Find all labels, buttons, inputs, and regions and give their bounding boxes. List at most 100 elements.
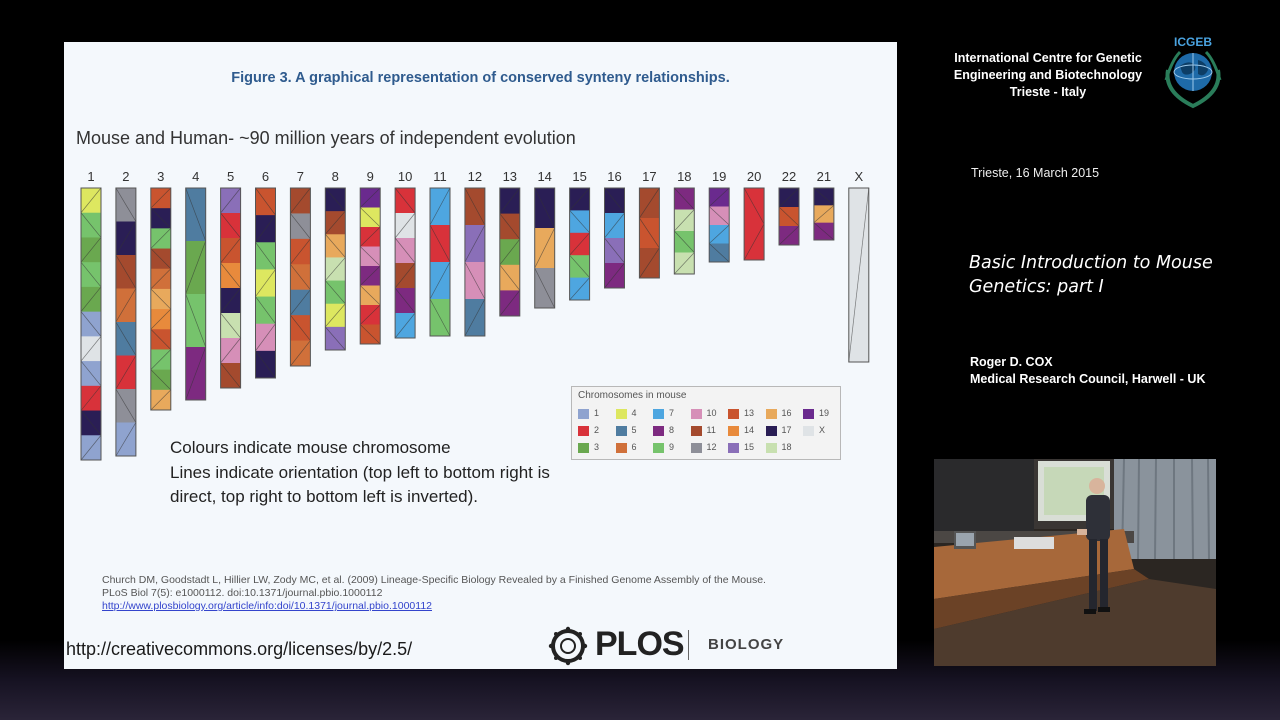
chromosome-label: 16 [607, 169, 621, 184]
legend-item: 11 [690, 424, 716, 436]
chromosome-bar [429, 187, 451, 337]
legend-item: 17 [765, 424, 792, 436]
icgeb-logo: ICGEB [1164, 35, 1222, 109]
chromosome-bar [813, 187, 835, 241]
chromosome-bar [289, 187, 311, 367]
chromosome-bar [185, 187, 207, 401]
chromosome-bar [499, 187, 521, 317]
chromosome-label: 6 [262, 169, 269, 184]
chromosome-label: X [854, 169, 863, 184]
legend-item: 14 [728, 424, 754, 436]
chromosome-bar [604, 187, 625, 289]
legend-item: 16 [765, 407, 792, 419]
legend-swatch [690, 408, 702, 419]
legend-swatch [690, 442, 702, 453]
chromosome-label: 4 [192, 169, 199, 184]
chromosome-bar [359, 187, 381, 345]
legend-swatch [803, 408, 814, 419]
legend-item: 15 [728, 441, 754, 453]
chromosome-label: 1 [87, 169, 94, 184]
logo-divider [688, 630, 689, 660]
legend-swatch [578, 425, 589, 436]
legend-swatch [615, 408, 627, 419]
chromosome-label: 9 [367, 169, 374, 184]
citation: Church DM, Goodstadt L, Hillier LW, Zody… [102, 574, 862, 613]
chromosome-label: 10 [398, 169, 412, 184]
chromosome-label: 2 [122, 169, 129, 184]
legend-item: 3 [578, 441, 599, 453]
legend-label: 8 [669, 425, 675, 435]
slide-subtitle: Mouse and Human- ~90 million years of in… [76, 128, 576, 148]
legend-item: 13 [728, 407, 754, 419]
legend-label: 9 [669, 442, 675, 452]
legend-swatch [653, 408, 664, 419]
chromosome-bar [743, 187, 765, 261]
chromosome-label: 14 [537, 169, 551, 184]
legend-item: 9 [653, 441, 674, 453]
chromosome-bar [115, 187, 137, 457]
logo-text: ICGEB [1174, 35, 1212, 49]
chromosome-label: 17 [642, 169, 656, 184]
speaker-figure [1077, 478, 1110, 614]
presentation-slide: Figure 3. A graphical representation of … [64, 42, 897, 669]
slide-reflection: http://creativecommons.org/licenses/by/2… [64, 672, 897, 720]
legend-swatch [765, 442, 777, 453]
legend-label: 1 [594, 408, 600, 418]
chromosome-bar [778, 187, 800, 246]
legend-swatch [728, 425, 739, 436]
legend-label: 14 [744, 425, 755, 435]
legend-swatch [728, 442, 739, 453]
synteny-chromosome-diagram: 1 2 3 4 5 6 7 8 9 10 11 12 13 14 15 16 17 18 19 20 22 21 X [80, 169, 870, 461]
legend-item: 10 [690, 407, 717, 419]
legend-label: 12 [706, 442, 717, 452]
legend-swatch [765, 425, 777, 436]
legend-swatch [578, 408, 589, 419]
chromosome-bar [569, 187, 591, 301]
legend-item: 5 [615, 424, 637, 436]
legend-item: 18 [765, 441, 792, 453]
chromosome-bar [464, 187, 486, 337]
legend-swatch [578, 442, 589, 453]
legend-label: 16 [781, 408, 792, 418]
figure-title: Figure 3. A graphical representation of … [231, 70, 730, 86]
legend-label: 6 [631, 442, 637, 452]
chromosome-bar [394, 187, 416, 339]
chromosome-bar [534, 187, 556, 309]
chromosome-bar [150, 187, 172, 411]
legend-item: 12 [690, 441, 717, 453]
talk-title: Basic Introduction to Mouse Genetics: pa… [969, 253, 1213, 297]
legend-swatch [615, 442, 627, 453]
chromosome-bar [255, 187, 276, 379]
chromosome-bar [848, 187, 870, 363]
legend-item: 1 [578, 407, 599, 419]
plos-wordmark: PLOS [595, 625, 685, 663]
legend-swatch [803, 425, 814, 436]
legend-item: X [803, 424, 825, 436]
legend-item: 7 [653, 407, 674, 419]
chromosome-label: 3 [157, 169, 164, 184]
speaker-name: Roger D. COX [970, 355, 1053, 369]
citation-link[interactable]: http://www.plosbiology.org/article/info:… [102, 600, 432, 612]
colours-note: Colours indicate mouse chromosome Lines … [170, 438, 550, 506]
chromosome-bar [324, 187, 346, 351]
chromosome-bar [80, 187, 102, 461]
organization-name: International Centre for Genetic Enginee… [953, 51, 1143, 99]
legend-title: Chromosomes in mouse [578, 390, 687, 401]
legend-label: 17 [781, 425, 792, 435]
plos-mark-icon [548, 626, 588, 666]
legend-label: 13 [744, 408, 755, 418]
speaker-affiliation: Medical Research Council, Harwell - UK [970, 372, 1206, 386]
legend-item: 8 [653, 424, 674, 436]
legend-swatch [653, 442, 664, 453]
legend-label: 3 [594, 442, 600, 452]
citation-text: Church DM, Goodstadt L, Hillier LW, Zody… [102, 574, 766, 599]
chromosome-label: 8 [332, 169, 339, 184]
legend-swatch [728, 408, 739, 419]
chromosome-bar [220, 187, 242, 389]
license-link: http://creativecommons.org/licenses/by/2… [66, 639, 413, 659]
chromosome-label: 11 [433, 169, 447, 184]
chromosome-label: 19 [712, 169, 726, 184]
chromosome-bar [673, 187, 695, 275]
legend-label: X [819, 425, 826, 435]
